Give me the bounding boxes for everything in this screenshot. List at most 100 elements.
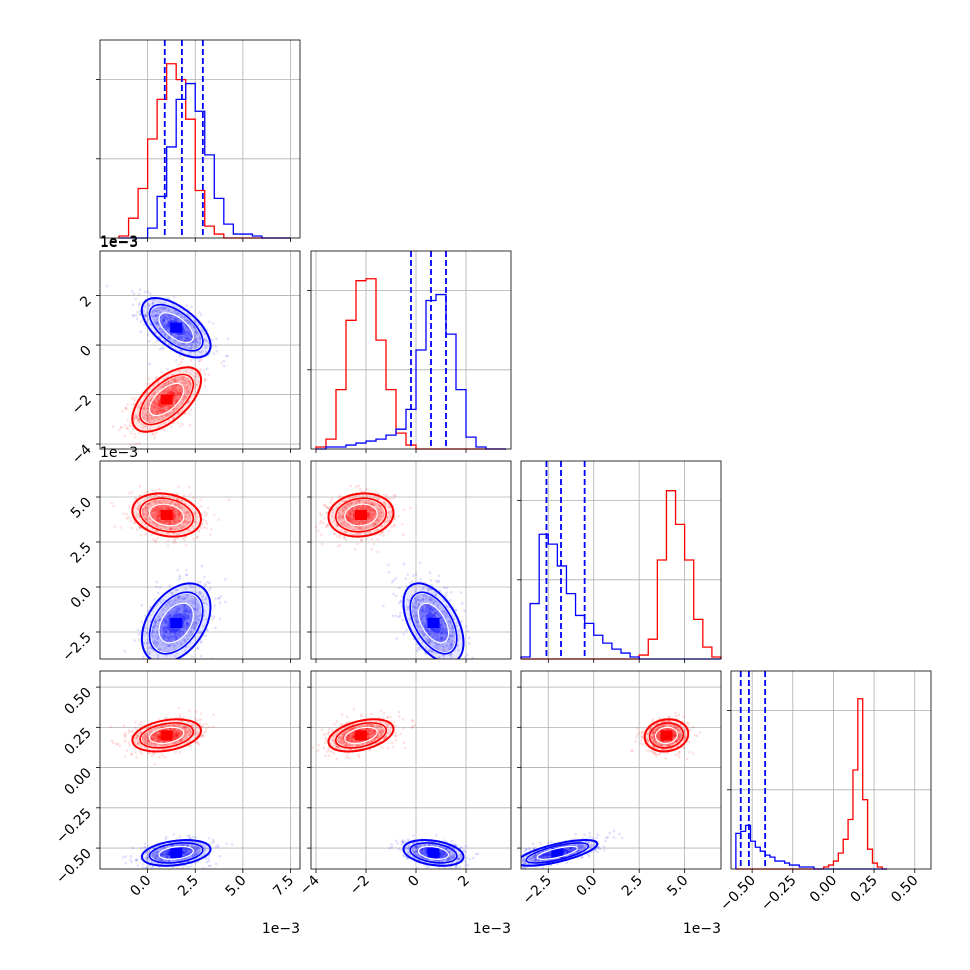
panel-2-0-point-blue-458: [201, 598, 204, 602]
panel-2-0-point-blue-533: [187, 622, 191, 626]
panel-1-0-point-red-490: [172, 410, 175, 414]
panel-2-0-point-blue-367: [175, 599, 178, 602]
panel-2-0-point-blue-396: [169, 634, 173, 638]
panel-1-0-point-blue-399: [162, 306, 165, 309]
panel-1-0-point-blue-407: [222, 364, 226, 368]
panel-2-0-point-blue-195: [184, 613, 188, 617]
panel-2-0-point-red-553: [169, 522, 172, 525]
panel-3-0-point-red-139: [188, 709, 191, 713]
panel-2-0-point-red-597: [156, 509, 160, 513]
panel-2-1-point-blue-38: [437, 656, 441, 659]
panel-2-0-point-blue-405: [173, 644, 177, 648]
panel-2-0-point-blue-386: [145, 667, 148, 670]
panel-1-0-point-red-501: [138, 419, 141, 423]
panel-1-0-point-red-636: [157, 417, 161, 421]
panel-1-0-point-red-614: [125, 408, 128, 411]
panel-2-0-point-blue-444: [180, 596, 183, 599]
panel-2-0-point-blue-211: [144, 626, 148, 630]
panel-2-0-point-blue-91: [181, 623, 185, 627]
panel-3-0-point-blue-324: [129, 858, 132, 862]
panel-1-0-point-blue-541: [187, 321, 190, 324]
panel-2-1-point-blue-231: [440, 626, 444, 630]
panel-2-1-point-blue-192: [445, 684, 448, 687]
panel-2-0-point-red-360: [173, 537, 176, 541]
panel-2-0-point-blue-84: [175, 659, 178, 662]
panel-2-1-point-blue-515: [427, 611, 431, 614]
panel-2-0-point-red-601: [122, 512, 125, 516]
panel-2-0-point-blue-327: [173, 598, 177, 602]
panel-2-0-point-red-595: [154, 517, 158, 520]
panel-2-0-point-blue-361: [164, 620, 168, 624]
panel-2-1-point-blue-549: [421, 597, 425, 601]
panel-1-0-point-blue-341: [159, 306, 162, 310]
panel-2-1-point-blue-523: [445, 643, 449, 647]
panel-2-0-contour-red-0: [131, 492, 202, 538]
panel-2-0-point-blue-447: [178, 613, 182, 616]
panel-2-0-point-blue-46: [164, 627, 167, 631]
panel-1-0-point-red-246: [203, 372, 207, 376]
panel-1-0-point-blue-267: [170, 320, 174, 324]
panel-3-0-point-blue-485: [134, 858, 137, 862]
panel-1-0-point-blue-104: [186, 336, 189, 339]
panel-2-0-point-blue-464: [157, 615, 161, 619]
panel-2-1-point-blue-424: [415, 614, 419, 617]
panel-1-0-point-blue-1: [180, 342, 184, 346]
panel-2-1-point-red-122: [320, 533, 323, 537]
panel-1-0-point-red-179: [183, 393, 186, 397]
panel-1-0-point-red-586: [135, 416, 138, 420]
panel-2-0-point-blue-592: [155, 622, 158, 625]
panel-2-0-point-blue-578: [162, 635, 166, 639]
panel-2-1-point-red-606: [349, 484, 353, 488]
panel-2-0-point-red-251: [166, 519, 169, 523]
panel-1-0-point-red-270: [166, 412, 169, 416]
panel-2-1-point-blue-587: [441, 609, 445, 613]
panel-2-0-point-blue-358: [196, 581, 200, 584]
panel-1-0-point-red-560: [167, 388, 170, 391]
panel-1-0-point-blue-410: [167, 336, 171, 340]
panel-2-1-point-blue-270: [427, 607, 431, 611]
panel-2-0-point-blue-104: [167, 637, 171, 641]
panel-2-1-point-blue-30: [435, 638, 439, 642]
panel-2-0-point-blue-389: [211, 617, 215, 621]
panel-1-0-point-blue-645: [189, 344, 193, 347]
panel-2-1-point-blue-417: [397, 615, 401, 618]
panel-2-0-point-red-439: [154, 500, 157, 504]
panel-1-0-point-red-105: [185, 386, 189, 390]
panel-2-0-point-red-53: [155, 530, 159, 533]
panel-2-1-point-blue-236: [416, 606, 420, 609]
panel-1-0-point-red-27: [166, 413, 169, 416]
panel-2-1-point-blue-128: [444, 637, 447, 641]
panel-1-0-point-blue-481: [158, 327, 162, 331]
panel-2-0-point-red-100: [180, 526, 184, 530]
panel-2-0-point-blue-119: [183, 638, 186, 642]
panel-1-0-point-red-103: [129, 443, 133, 446]
panel-2-1-point-blue-496: [435, 642, 439, 646]
panel-1-0-point-blue-202: [161, 317, 165, 321]
panel-2-0-point-blue-451: [169, 635, 172, 639]
panel-2-0-point-red-181: [179, 511, 183, 515]
panel-2-1-point-red-418: [357, 484, 360, 488]
panel-2-0-point-red-336: [156, 515, 160, 519]
panel-1-0-point-blue-482: [205, 344, 208, 348]
panel-2-0-point-blue-395: [185, 617, 188, 621]
panel-1-0-point-red-618: [159, 406, 163, 409]
panel-1-0-point-red-91: [171, 385, 174, 389]
panel-1-0-point-blue-506: [167, 314, 170, 317]
panel-2-0-point-red-466: [159, 506, 162, 510]
panel-2-0-point-blue-582: [146, 638, 150, 642]
panel-1-0-point-blue-152: [167, 336, 171, 339]
panel-1-0-point-blue-469: [165, 324, 168, 327]
panel-2-0-point-blue-313: [155, 644, 159, 647]
panel-1-0-point-red-595: [133, 432, 136, 436]
panel-2-1-point-red-625: [323, 516, 326, 520]
panel-2-1-point-blue-280: [426, 605, 429, 608]
panel-1-0-point-red-87: [156, 407, 159, 410]
panel-1-0-contour-blue-0: [140, 297, 212, 359]
panel-2-1-point-blue-62: [430, 607, 434, 610]
panel-2-1-point-blue-201: [438, 616, 442, 620]
panel-2-0-point-blue-354: [173, 654, 177, 658]
panel-1-0-point-blue-356: [163, 307, 167, 311]
panel-2-1-point-blue-296: [406, 598, 409, 601]
panel-3-0-point-blue-37: [207, 837, 211, 840]
panel-2-1-point-blue-473: [441, 648, 445, 651]
